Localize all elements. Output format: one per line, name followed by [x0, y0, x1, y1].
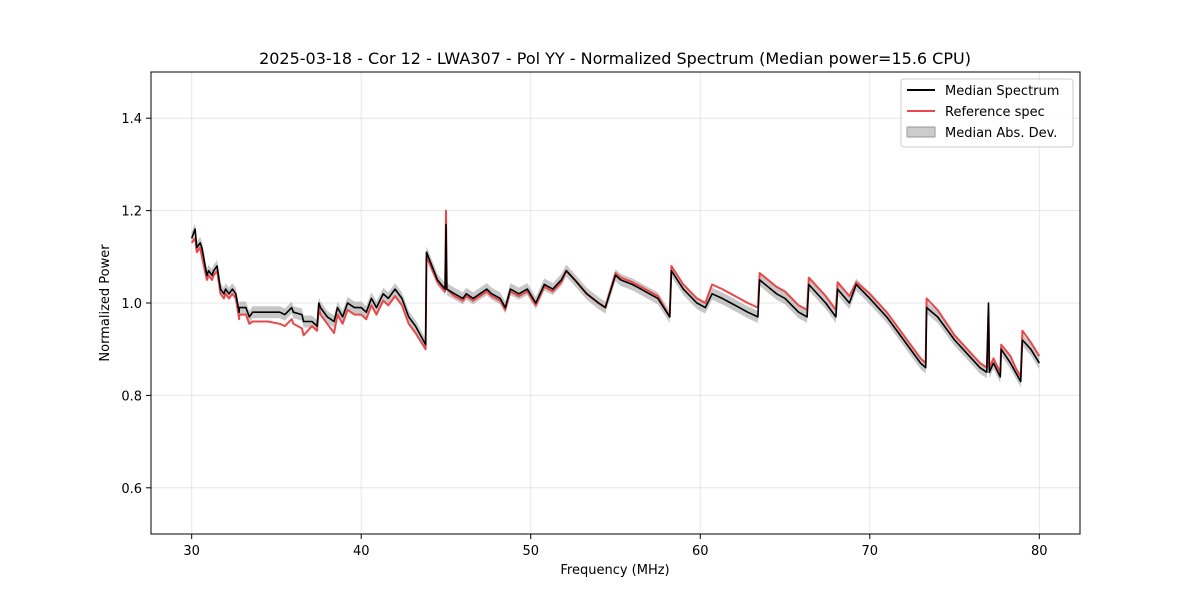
mad-band	[191, 218, 1040, 388]
reference-spec-layer	[190, 209, 1041, 378]
legend-mad-label: Median Abs. Dev.	[945, 126, 1057, 141]
x-tick-label: 30	[183, 544, 200, 559]
legend-reference-label: Reference spec	[945, 105, 1045, 120]
y-tick-label: 0.6	[121, 482, 142, 497]
x-axis-label: Frequency (MHz)	[560, 563, 669, 578]
legend: Median Spectrum Reference spec Median Ab…	[900, 78, 1074, 148]
x-tick-label: 70	[862, 544, 879, 559]
y-tick-label: 0.8	[121, 389, 142, 404]
y-axis-ticks: 0.6 0.8 1.0 1.2 1.4	[121, 112, 151, 497]
chart-title: 2025-03-18 - Cor 12 - LWA307 - Pol YY - …	[259, 49, 971, 68]
x-tick-label: 80	[1031, 544, 1048, 559]
y-tick-label: 1.4	[121, 112, 142, 127]
median-spectrum-line	[190, 223, 1040, 383]
y-tick-label: 1.2	[121, 205, 142, 220]
legend-mad-swatch	[906, 126, 936, 138]
x-tick-label: 60	[692, 544, 709, 559]
y-axis-label: Normalized Power	[98, 244, 113, 362]
x-tick-label: 50	[522, 544, 539, 559]
median-spectrum-layer	[190, 223, 1040, 383]
y-tick-label: 1.0	[121, 297, 142, 312]
mad-band-layer	[191, 218, 1040, 388]
legend-median-label: Median Spectrum	[945, 84, 1059, 99]
legend-box	[900, 78, 1074, 148]
x-axis-ticks: 30 40 50 60 70 80	[183, 534, 1048, 559]
x-tick-label: 40	[353, 544, 370, 559]
reference-spec-line	[190, 209, 1041, 378]
